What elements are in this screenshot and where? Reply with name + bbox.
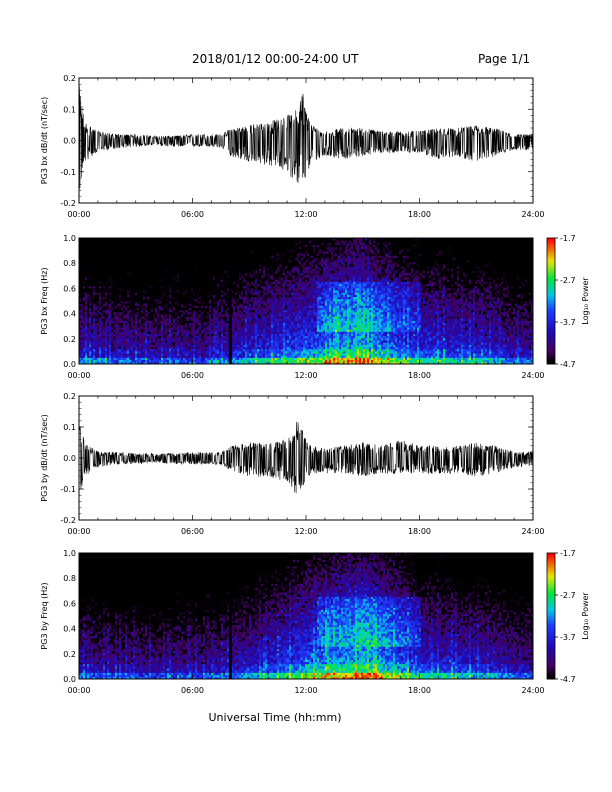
x-tick-label: 18:00: [408, 686, 431, 695]
y-axis-label: PG3 by Freq (Hz): [40, 582, 49, 649]
x-tick-label: 06:00: [181, 686, 204, 695]
colorbar: -1.7 -2.7 -3.7 -4.7 Log₁₀ Power: [547, 234, 590, 369]
colorbar-tick-label: -3.7: [560, 633, 576, 642]
x-tick-label: 24:00: [521, 371, 544, 380]
y-axis-label: PG3 bx dB/dt (nT/sec): [40, 97, 49, 184]
spectrogram: [79, 553, 533, 679]
x-tick-label: 06:00: [181, 371, 204, 380]
x-tick-label: 06:00: [181, 527, 204, 536]
y-tick-label: 1.0: [63, 549, 76, 558]
x-tick-label: 18:00: [408, 210, 431, 219]
y-tick-label: 0.2: [63, 650, 76, 659]
x-tick-label: 00:00: [67, 371, 90, 380]
signal-trace: [79, 86, 533, 188]
signal-trace: [79, 422, 533, 501]
y-tick-label: 0.6: [63, 599, 76, 608]
y-tick-label: 0.2: [63, 335, 76, 344]
x-tick-label: 24:00: [521, 527, 544, 536]
y-tick-label: 0.8: [63, 259, 76, 268]
y-tick-label: 0.6: [63, 284, 76, 293]
y-tick-label: -0.2: [60, 516, 76, 525]
data-gap-line: [229, 553, 232, 679]
x-axis-label: Universal Time (hh:mm): [209, 711, 342, 724]
panel-1: 00:00 06:00 12:00 18:00 24:00 -0.2 -0.1 0.0 0.1 0…: [40, 74, 545, 219]
y-tick-label: 0.2: [63, 392, 76, 401]
colorbar-tick-label: -2.7: [560, 276, 576, 285]
x-tick-label: 00:00: [67, 527, 90, 536]
data-gap-line: [229, 238, 232, 364]
panel-4: -1.7 -2.7 -3.7 -4.7 Log₁₀ Power 00:00 06:00 12:…: [40, 549, 590, 695]
colorbar-tick-label: -4.7: [560, 360, 576, 369]
plots-canvas: 00:00 06:00 12:00 18:00 24:00 -0.2 -0.1 0.0 0.1 0…: [0, 0, 612, 792]
x-tick-label: 12:00: [294, 527, 317, 536]
y-tick-label: 0.4: [63, 310, 76, 319]
y-tick-label: 0.0: [63, 675, 76, 684]
x-tick-label: 00:00: [67, 210, 90, 219]
colorbar-tick-label: -2.7: [560, 591, 576, 600]
figure-page: 2018/01/12 00:00-24:00 UT Page 1/1 00:00…: [0, 0, 612, 792]
y-tick-label: 0.1: [63, 423, 76, 432]
y-tick-label: -0.1: [60, 485, 76, 494]
colorbar-label: Log₁₀ Power: [581, 592, 590, 640]
colorbar-tick-label: -1.7: [560, 234, 576, 243]
y-tick-label: 0.0: [63, 360, 76, 369]
spectrogram: [79, 238, 533, 364]
x-tick-label: 18:00: [408, 527, 431, 536]
colorbar-tick-label: -3.7: [560, 318, 576, 327]
colorbar: -1.7 -2.7 -3.7 -4.7 Log₁₀ Power: [547, 549, 590, 684]
x-tick-label: 12:00: [294, 686, 317, 695]
y-axis-label: PG3 bx Freq (Hz): [40, 267, 49, 334]
x-tick-label: 18:00: [408, 371, 431, 380]
x-tick-label: 24:00: [521, 210, 544, 219]
y-tick-label: 0.2: [63, 74, 76, 83]
panel-3: 00:00 06:00 12:00 18:00 24:00 -0.2 -0.1 0.0 0.1 0…: [40, 392, 545, 536]
x-tick-label: 12:00: [294, 210, 317, 219]
y-tick-label: -0.2: [60, 199, 76, 208]
x-tick-label: 12:00: [294, 371, 317, 380]
x-tick-label: 00:00: [67, 686, 90, 695]
y-tick-label: 0.1: [63, 105, 76, 114]
y-tick-label: 1.0: [63, 234, 76, 243]
y-tick-label: 0.8: [63, 574, 76, 583]
y-tick-label: 0.4: [63, 625, 76, 634]
y-axis-label: PG3 by dB/dt (nT/sec): [40, 414, 49, 501]
x-tick-label: 06:00: [181, 210, 204, 219]
y-tick-label: 0.0: [63, 137, 76, 146]
y-tick-label: -0.1: [60, 168, 76, 177]
x-tick-label: 24:00: [521, 686, 544, 695]
colorbar-label: Log₁₀ Power: [581, 277, 590, 325]
y-tick-label: 0.0: [63, 454, 76, 463]
colorbar-tick-label: -4.7: [560, 675, 576, 684]
colorbar-tick-label: -1.7: [560, 549, 576, 558]
panel-2: -1.7 -2.7 -3.7 -4.7 Log₁₀ Power 00:00 06:00 12:…: [40, 234, 590, 380]
